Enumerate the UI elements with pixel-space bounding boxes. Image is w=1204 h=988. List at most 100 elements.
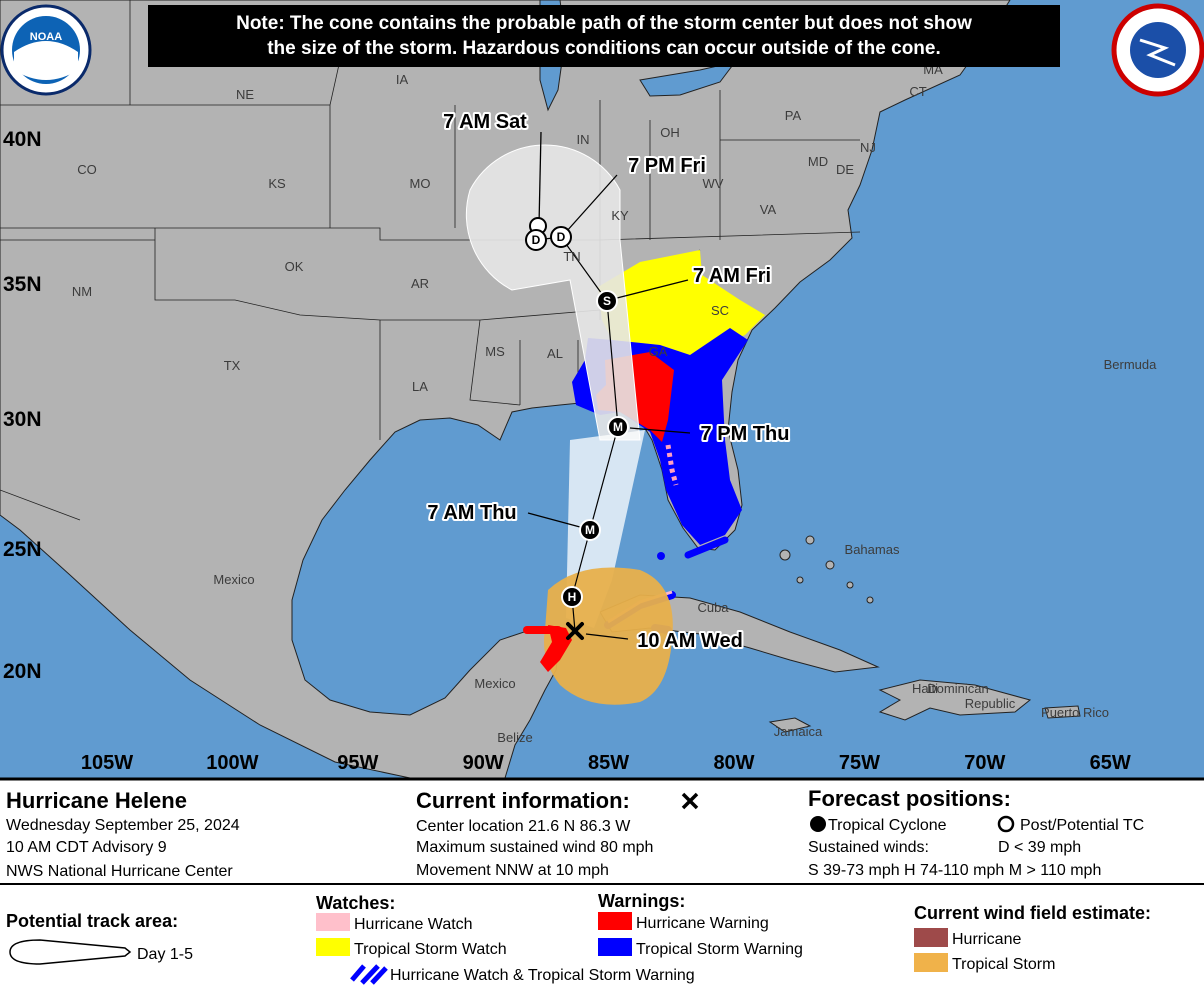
noaa-logo-text: NOAA xyxy=(30,31,62,43)
legend-item: Hurricane xyxy=(952,931,1021,948)
tropical-storm-watch xyxy=(598,250,765,355)
longitude-label: 75W xyxy=(839,752,880,774)
longitude-label: 105W xyxy=(81,752,133,774)
legend-item: Hurricane Watch & Tropical Storm Warning xyxy=(390,967,695,984)
legend-item: Tropical Storm Watch xyxy=(354,941,507,958)
post-tc-marker xyxy=(525,229,547,251)
legend-title: Warnings: xyxy=(598,891,685,911)
place-label: Cuba xyxy=(697,600,729,615)
place-label: KS xyxy=(268,176,286,191)
place-label: NJ xyxy=(860,140,876,155)
legend-item: Tropical Storm Warning xyxy=(636,941,803,958)
longitude-label: 65W xyxy=(1090,752,1131,774)
forecast-time: 7 AM Thu xyxy=(427,502,516,524)
current-line: Maximum sustained wind 80 mph xyxy=(416,839,653,856)
forecast-time: 7 PM Fri xyxy=(628,155,706,177)
tropical-storm-warning xyxy=(657,552,665,560)
post-tc-symbol xyxy=(997,815,1015,833)
place-label: Bahamas xyxy=(845,542,900,557)
place-label: Bermuda xyxy=(1104,357,1158,372)
longitude-label: 95W xyxy=(337,752,378,774)
legend-title: Potential track area: xyxy=(6,911,178,931)
bahamas-islands xyxy=(779,535,874,604)
current-line: Movement NNW at 10 mph xyxy=(416,862,609,879)
forecast-key: Tropical Cyclone xyxy=(828,817,947,834)
place-label: KY xyxy=(611,208,629,223)
place-label: VA xyxy=(760,202,777,217)
nws-logo xyxy=(1139,38,1176,67)
place-label: IN xyxy=(577,132,590,147)
place-label: TN xyxy=(563,249,580,264)
forecast-time: 7 AM Fri xyxy=(693,265,771,287)
longitude-label: 90W xyxy=(463,752,504,774)
longitude-label: 100W xyxy=(206,752,258,774)
place-label: NE xyxy=(236,87,254,102)
lake xyxy=(639,61,737,97)
advisory: 10 AM CDT Advisory 9 xyxy=(6,839,167,856)
forecast-key: Sustained winds: xyxy=(808,839,929,856)
current-line: Center location 21.6 N 86.3 W xyxy=(416,818,631,835)
place-label: MO xyxy=(410,176,431,191)
place-label: Belize xyxy=(497,730,532,745)
place-label: WV xyxy=(703,176,724,191)
legend-item: Tropical Storm xyxy=(952,956,1055,973)
noaa-logo xyxy=(14,41,78,80)
swatch xyxy=(598,938,632,956)
tc-symbol xyxy=(810,816,826,832)
storm-name: Hurricane Helene xyxy=(6,788,187,813)
island xyxy=(768,717,812,733)
marker-letter: D xyxy=(557,230,566,244)
latitude-label: 20N xyxy=(3,660,42,683)
latitude-label: 25N xyxy=(3,538,42,561)
marker-letter: M xyxy=(585,523,595,537)
legend-title: Current wind field estimate: xyxy=(914,903,1151,923)
marker-letter: H xyxy=(568,590,577,604)
forecast-key: S 39-73 mph H 74-110 mph M > 110 mph xyxy=(808,862,1101,879)
place-label: SC xyxy=(711,303,729,318)
forecast-time: 7 AM Sat xyxy=(443,111,527,133)
forecast-title: Forecast positions: xyxy=(808,786,1011,811)
place-label: OH xyxy=(660,125,680,140)
marker-letter: D xyxy=(532,233,541,247)
marker-letter: S xyxy=(603,294,611,308)
place-label: DE xyxy=(836,162,854,177)
place-label: MS xyxy=(485,344,505,359)
current-position xyxy=(566,622,584,640)
latitude-label: 35N xyxy=(3,273,42,296)
place-label: Republic xyxy=(965,696,1016,711)
tropical-cyclone-marker xyxy=(579,519,601,541)
leaders xyxy=(527,131,691,640)
legend-item: Day 1-5 xyxy=(137,946,193,963)
longitude-label: 80W xyxy=(713,752,754,774)
island xyxy=(1044,705,1081,719)
tropical-cyclone-marker xyxy=(607,416,629,438)
swatch xyxy=(316,938,350,956)
longitude-label: 85W xyxy=(588,752,629,774)
place-label: AL xyxy=(547,346,563,361)
place-label: Jamaica xyxy=(774,724,823,739)
agency: NWS National Hurricane Center xyxy=(6,863,233,880)
note-box xyxy=(148,5,1060,67)
note-text: the size of the storm. Hazardous conditi… xyxy=(267,38,941,59)
place-label: TX xyxy=(224,358,241,373)
place-label: Puerto Rico xyxy=(1041,705,1109,720)
current-time: 10 AM Wed xyxy=(637,630,743,652)
marker-letter: M xyxy=(613,420,623,434)
forecast-key: Post/Potential TC xyxy=(1020,817,1144,834)
land xyxy=(0,0,1011,779)
forecast-time: 7 PM Thu xyxy=(701,423,790,445)
hurricane-warning xyxy=(540,625,572,672)
place-label: MD xyxy=(808,154,828,169)
swatch xyxy=(316,913,350,931)
current-symbol xyxy=(681,792,699,810)
place-label: GA xyxy=(649,344,668,359)
longitude-label: 70W xyxy=(964,752,1005,774)
place-label: Mexico xyxy=(474,676,515,691)
cone-swatch xyxy=(9,939,132,965)
legend-item: Hurricane Warning xyxy=(636,915,769,932)
tropical-storm-warning xyxy=(684,536,729,559)
place-label: Dominican xyxy=(927,681,988,696)
swatch xyxy=(350,964,388,985)
latitude-label: 30N xyxy=(3,408,42,431)
place-label: OK xyxy=(285,259,304,274)
